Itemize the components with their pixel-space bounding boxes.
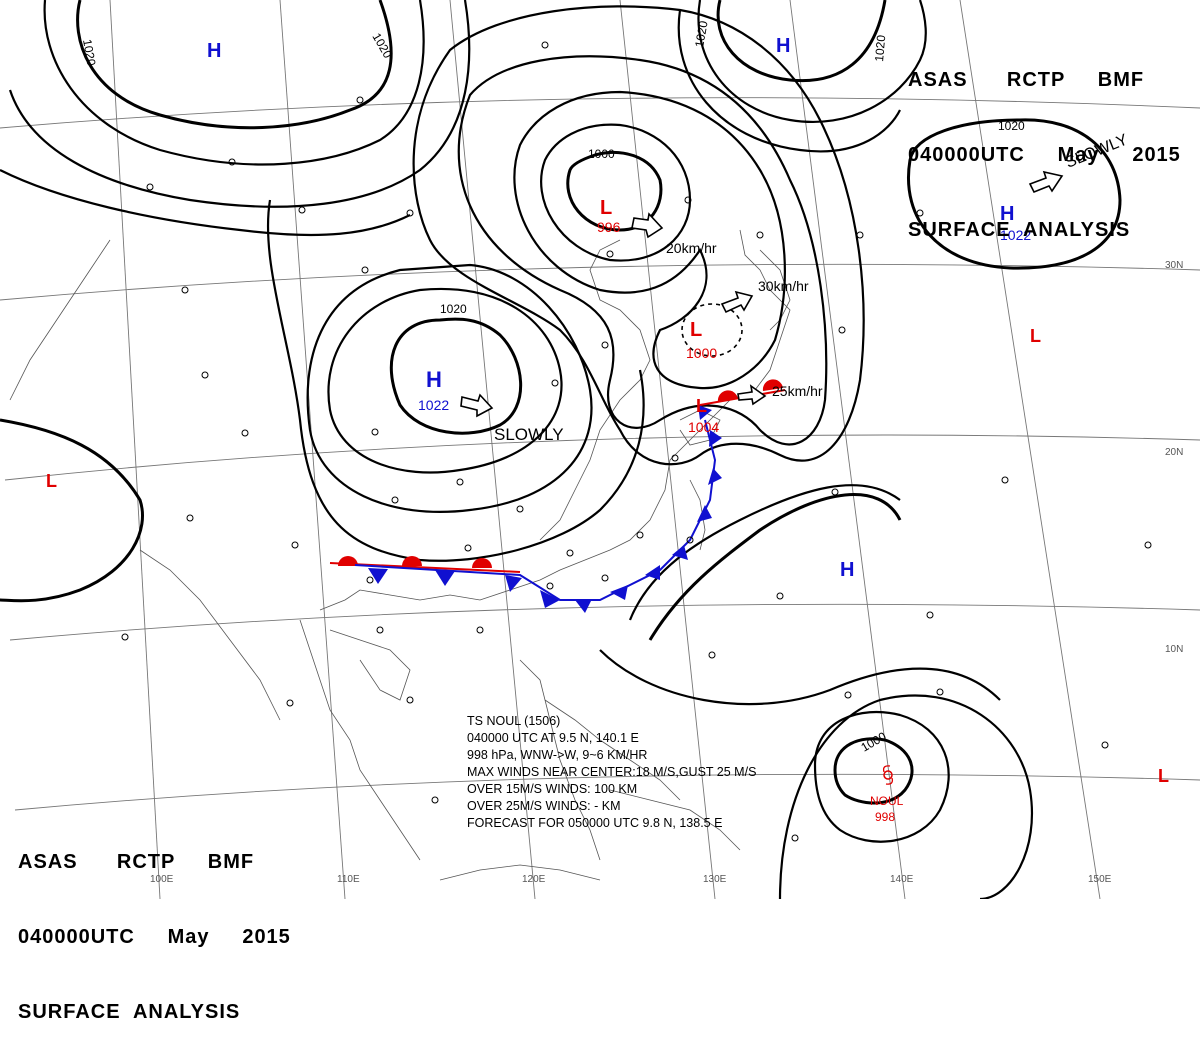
high-symbol: H <box>776 35 790 57</box>
isobar-996-2 <box>540 123 692 262</box>
isobar-outer-l <box>457 55 828 446</box>
low-symbol: L <box>690 319 702 341</box>
lon-labels: 100E 110E 120E 130E 140E 150E <box>150 874 1112 885</box>
isobar-1020-central <box>648 493 902 641</box>
cold-front <box>354 405 722 613</box>
header-line: 040000UTC May 2015 <box>18 926 291 948</box>
lon-label: 140E <box>890 874 914 885</box>
high-symbol: H <box>207 40 221 62</box>
storm-line: OVER 25M/S WINDS: - KM <box>467 799 621 813</box>
high-symbol: H <box>1000 203 1014 225</box>
coastlines <box>9 229 791 881</box>
movement-label: SLOWLY <box>494 425 564 444</box>
isobar-label: 1020 <box>80 38 98 67</box>
isobar-nw-3 <box>8 0 471 208</box>
isobar-1020-ne-top <box>716 0 887 83</box>
high-pressure-value: 1022 <box>418 397 449 413</box>
isobar-noul-2 <box>813 711 950 843</box>
typhoon-pressure: 998 <box>875 810 895 824</box>
lon-label: 120E <box>522 874 546 885</box>
low-symbol: L <box>696 396 707 416</box>
isobar-1000-dashed <box>681 303 743 357</box>
arrow-1000 <box>720 290 754 314</box>
low-symbol: L <box>600 197 612 219</box>
typhoon-icon <box>883 770 893 780</box>
header-top: ASAS RCTP BMF 040000UTC May 2015 SURFACE… <box>908 18 1181 268</box>
movement-label: 20km/hr <box>666 240 717 256</box>
isobar-china-3 <box>306 263 593 513</box>
isobar-996-3 <box>513 90 786 390</box>
isobar-sw-1020 <box>0 418 144 603</box>
movement-arrows <box>460 170 1064 418</box>
arrow-996 <box>631 212 664 239</box>
storm-info-box: TS NOUL (1506) 040000 UTC AT 9.5 N, 140.… <box>467 713 756 832</box>
lat-label: 30N <box>1165 260 1183 271</box>
low-pressure-value: 996 <box>597 219 621 235</box>
weather-map: 100E 110E 120E 130E 140E 150E 30N 20N 10… <box>0 0 1200 899</box>
isobar-china-2 <box>327 287 563 474</box>
lat-label: 10N <box>1165 644 1183 655</box>
isobar-ne-2 <box>697 0 927 123</box>
isobar-south <box>599 649 1001 706</box>
storm-line: FORECAST FOR 050000 UTC 9.8 N, 138.5 E <box>467 816 723 830</box>
isobar-1020-china <box>389 317 523 435</box>
isobar-1000-996 <box>566 151 663 232</box>
high-pressure-value: 1022 <box>1000 227 1031 243</box>
isobar-noul-1000 <box>833 737 914 805</box>
lat-labels: 30N 20N 10N <box>1165 260 1183 655</box>
pressure-systems: H H H 1022 H 1022 H L 996 L 1000 L 1004 … <box>46 35 1169 786</box>
storm-line: 040000 UTC AT 9.5 N, 140.1 E <box>467 731 639 745</box>
low-pressure-value: 1004 <box>688 419 719 435</box>
low-symbol: L <box>46 471 57 491</box>
lon-label: 100E <box>150 874 174 885</box>
isobar-1020-nw <box>76 0 393 130</box>
isobar-outer-big <box>412 5 865 466</box>
movement-label: 25km/hr <box>772 383 823 399</box>
isobar-label: 1020 <box>872 34 888 62</box>
station-markers <box>121 41 1152 842</box>
lon-label: 110E <box>337 874 360 885</box>
arrow-1004 <box>737 384 767 406</box>
graticule <box>0 0 1200 899</box>
arrow-ne-h <box>1028 170 1064 194</box>
low-symbol: L <box>1158 766 1169 786</box>
isobar-label: 1020 <box>440 302 467 316</box>
high-symbol: H <box>426 367 442 392</box>
isobar-label: 1000 <box>588 147 615 161</box>
low-symbol: L <box>1030 326 1041 346</box>
isobar-nw-4 <box>0 169 411 237</box>
header-bottom: ASAS RCTP BMF 040000UTC May 2015 SURFACE… <box>18 800 291 1050</box>
typhoon-name: NOUL <box>870 794 904 808</box>
header-line: ASAS RCTP BMF <box>908 69 1145 91</box>
storm-line: OVER 15M/S WINDS: 100 KM <box>467 782 638 796</box>
movement-label: 30km/hr <box>758 278 809 294</box>
lon-label: 150E <box>1088 874 1112 885</box>
isobar-ne-3 <box>677 9 901 153</box>
isobar-1020-ne <box>907 118 1122 270</box>
storm-line: MAX WINDS NEAR CENTER:18 M/S,GUST 25 M/S <box>467 765 757 779</box>
lat-label: 20N <box>1165 447 1183 458</box>
header-line: ASAS RCTP BMF <box>18 851 255 873</box>
isobars <box>0 0 1122 899</box>
header-line: SURFACE ANALYSIS <box>18 1001 241 1023</box>
isobar-label: 1020 <box>998 119 1025 133</box>
header-line: SURFACE ANALYSIS <box>908 219 1131 241</box>
isobar-nw-2 <box>43 0 425 166</box>
storm-line: 998 hPa, WNW->W, 9~6 KM/HR <box>467 748 648 762</box>
typhoon-noul: NOUL 998 <box>870 765 904 824</box>
arrow-china-h <box>460 393 494 418</box>
map-background <box>0 0 1200 899</box>
high-symbol: H <box>840 559 854 581</box>
low-pressure-value: 1000 <box>686 345 717 361</box>
isobar-noul-3 <box>778 694 1034 899</box>
isobar-label: 1020 <box>692 19 710 48</box>
lon-label: 130E <box>703 874 727 885</box>
storm-line: TS NOUL (1506) <box>467 714 561 728</box>
header-line: 040000UTC May 2015 <box>908 144 1181 166</box>
